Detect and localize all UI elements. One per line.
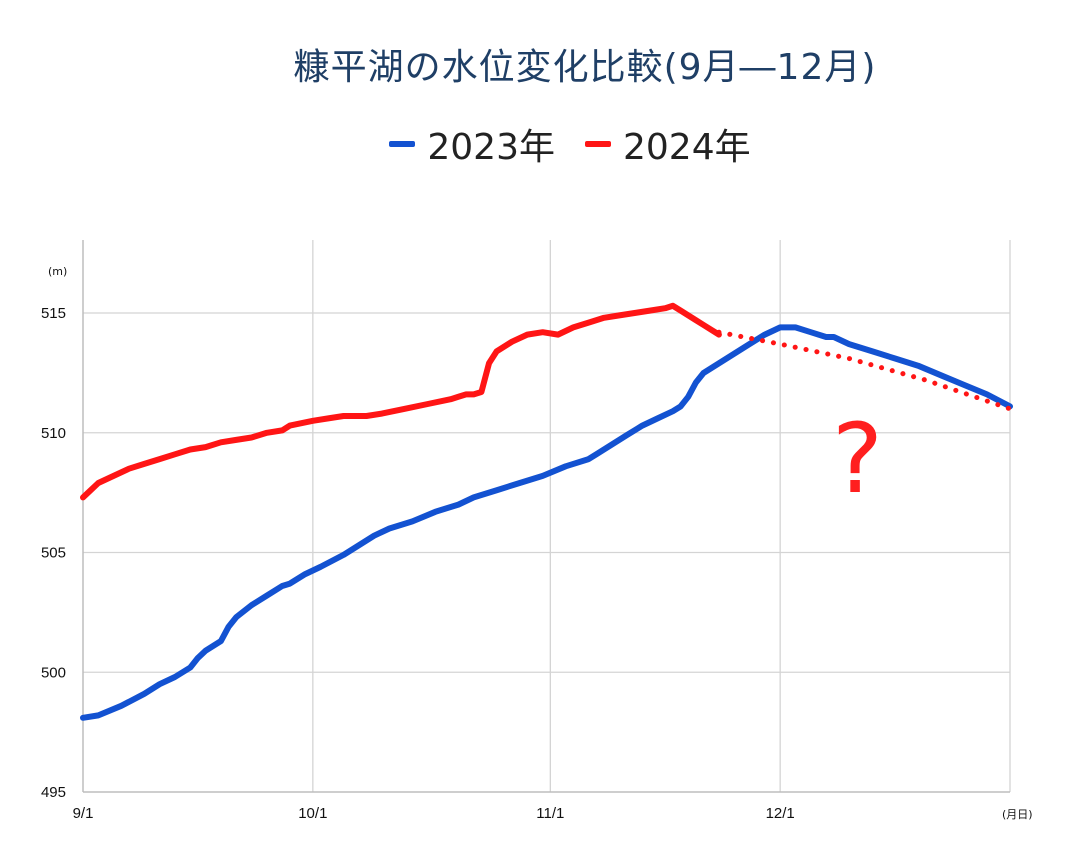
x-tick-label-0: 9/1: [73, 805, 94, 822]
axes: [82, 240, 1010, 793]
x-unit-label: (月日): [1002, 808, 1033, 821]
legend-swatch-2024: [585, 141, 611, 147]
legend-label-2023: 2023年: [427, 127, 555, 168]
series-line-0: [80, 324, 1013, 721]
y-tick-label-500: 500: [41, 664, 66, 681]
y-tick-label-510: 510: [41, 425, 66, 442]
series-line-2: [716, 329, 1013, 412]
legend-swatch-2023: [389, 141, 416, 147]
series-line-1: [80, 302, 722, 501]
series-lines: [80, 302, 1013, 721]
y-tick-label-495: 495: [41, 784, 66, 801]
y-unit-label: (m): [48, 265, 67, 278]
tick-labels: 495 500 505 510 515 9/1 10/1 11/1 12/1: [41, 305, 795, 822]
x-tick-label-2: 11/1: [536, 805, 564, 822]
legend-item-2024: 2024年: [585, 118, 751, 170]
x-tick-label-1: 10/1: [298, 805, 327, 822]
y-tick-label-515: 515: [41, 305, 66, 322]
legend-item-2023: 2023年: [389, 118, 555, 170]
x-tick-label-3: 12/1: [766, 805, 795, 822]
question-mark-annotation: ?: [832, 403, 883, 515]
chart-title: 糠平湖の水位変化比較(9月―12月): [293, 47, 877, 88]
legend: 2023年 2024年: [0, 118, 1070, 170]
y-tick-label-505: 505: [41, 545, 66, 562]
legend-label-2024: 2024年: [623, 127, 751, 168]
grid-lines: [83, 240, 1011, 792]
